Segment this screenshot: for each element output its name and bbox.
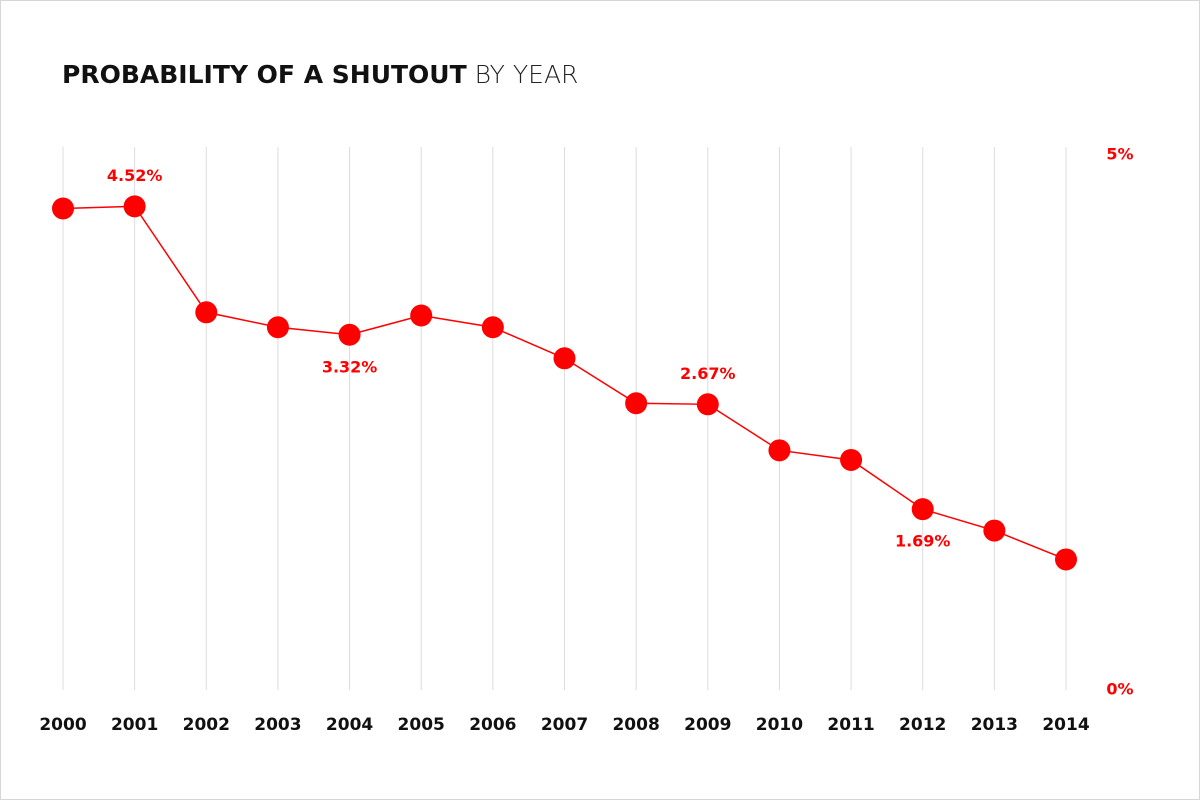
value-label: 2.67%: [680, 364, 736, 383]
point: [338, 323, 361, 346]
x-tick-label: 2007: [541, 715, 588, 735]
point: [911, 498, 934, 521]
point: [266, 316, 289, 339]
value-label: 1.69%: [895, 532, 951, 551]
value-label: 4.52%: [107, 166, 163, 185]
point: [481, 316, 504, 339]
point: [696, 393, 719, 416]
x-tick-label: 2002: [183, 715, 230, 735]
point: [625, 392, 648, 415]
y-tick-label: 0%: [1106, 680, 1133, 699]
x-tick-label: 2005: [398, 715, 445, 735]
value-label: 3.32%: [322, 357, 378, 376]
y-tick-label: 5%: [1106, 145, 1133, 164]
x-tick-label: 2012: [899, 715, 946, 735]
point: [52, 197, 74, 220]
title-rest: BY YEAR: [475, 60, 579, 89]
point: [1055, 548, 1077, 571]
title-bold: PROBABILITY OF A SHUTOUT: [62, 60, 467, 89]
x-tick-label: 2000: [39, 715, 86, 735]
x-tick-label: 2006: [469, 715, 516, 735]
x-tick-label: 2008: [612, 715, 659, 735]
x-tick-label: 2004: [326, 715, 373, 735]
point: [983, 519, 1006, 542]
point: [195, 301, 218, 324]
x-tick-label: 2001: [111, 715, 158, 735]
point: [123, 195, 146, 218]
point: [840, 448, 863, 471]
point: [410, 304, 433, 327]
x-tick-label: 2009: [684, 715, 731, 735]
x-tick-label: 2013: [971, 715, 1018, 735]
chart-title: PROBABILITY OF A SHUTOUT BY YEAR: [62, 60, 578, 89]
x-tick-label: 2010: [756, 715, 803, 735]
x-tick-label: 2014: [1042, 715, 1089, 735]
x-tick-label: 2011: [827, 715, 874, 735]
x-tick-label: 2003: [254, 715, 301, 735]
point: [768, 439, 791, 462]
point: [553, 347, 576, 370]
